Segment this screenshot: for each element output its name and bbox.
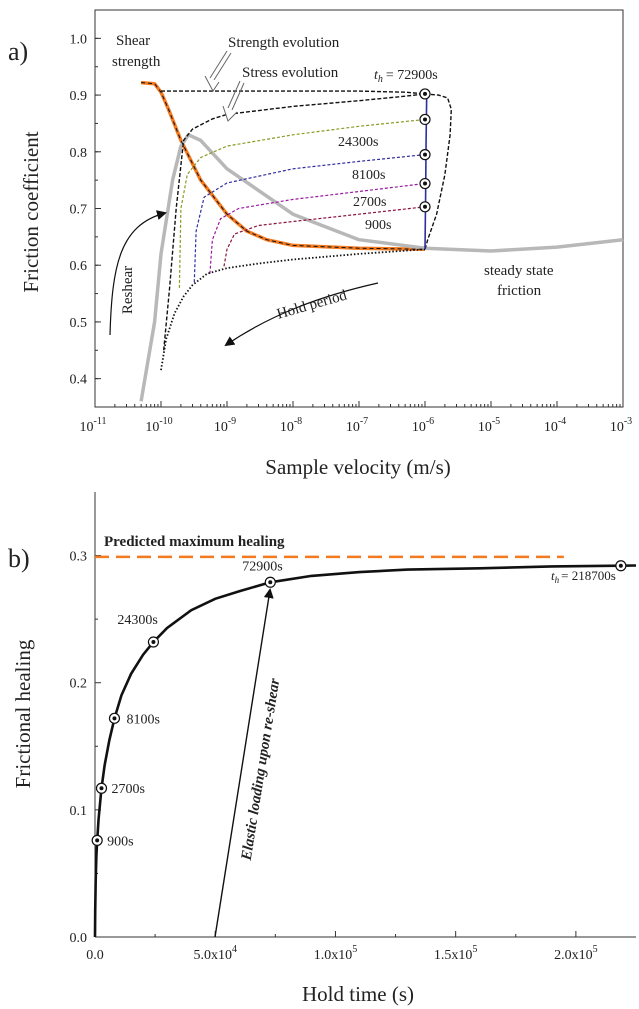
strength-evolution-arrow (204, 50, 232, 92)
panel-a-label: a) (8, 37, 28, 66)
panel-a-markers (419, 88, 431, 213)
a-marker-dot (423, 152, 427, 157)
a-x-tick-label: 10-5 (478, 416, 500, 435)
a-y-tick-label: 0.9 (70, 89, 88, 104)
series-stress-evolution-72900 (163, 93, 426, 351)
panel-b-y-ticks: 0.0 0.1 0.2 0.3 (70, 550, 101, 946)
a-x-tick-label: 10-8 (280, 416, 302, 435)
series-stress-evolution-2700 (209, 182, 426, 274)
elastic-loading-arrow (214, 588, 274, 938)
panel-a-y-axis-title: Friction coefficient (19, 131, 43, 292)
healing-curve (93, 564, 637, 938)
panel-b: b) 0.0 5.0x104 1.0x105 1.5x105 2.0x105 0.00.… (8, 492, 637, 1006)
panel-b-x-ticks: 0.0 5.0x104 1.0x105 1.5x105 2.0x105 (86, 931, 598, 963)
steady-state-label-2: friction (497, 283, 542, 299)
a-y-tick-label: 1.0 (70, 32, 88, 47)
a-x-tick-label: 10-7 (346, 416, 368, 435)
b-x-tick-label: 2.0x105 (554, 944, 598, 963)
panel-a-y-ticks: 0.4 0.5 0.6 0.7 0.8 0.9 1.0 (70, 32, 101, 408)
a-marker-dot (423, 91, 427, 96)
hold-period-arrow (224, 282, 379, 347)
healing-points: 900s 2700s 8100s 24300s 72900s (91, 559, 627, 849)
panel-b-y-axis-title: Frictional healing (11, 639, 35, 788)
b-point-dot (151, 640, 156, 645)
hold-label-900: 900s (365, 218, 391, 233)
b-point-label: 2700s (111, 782, 144, 797)
panel-b-label: b) (8, 544, 30, 573)
a-y-tick-label: 0.8 (70, 146, 88, 161)
a-x-tick-label: 10-9 (214, 416, 236, 435)
th-label-b: th = 218700s (551, 568, 616, 585)
shear-strength-label-1: Shear (116, 33, 150, 49)
a-y-tick-label: 0.5 (70, 316, 88, 331)
series-stress-evolution-24300 (178, 118, 426, 288)
series-stress-evolution-900 (223, 206, 426, 267)
b-y-tick-label: 0.0 (70, 931, 88, 946)
hold-label-8100: 8100s (352, 168, 385, 183)
b-point-label: 8100s (126, 712, 159, 727)
panel-b-x-axis-title: Hold time (s) (302, 982, 414, 1006)
b-point-label: 24300s (117, 613, 157, 628)
hold-label-2700: 2700s (353, 195, 386, 210)
b-point-dot (99, 786, 104, 791)
series-reload-envelope (160, 248, 426, 371)
b-y-tick-label: 0.2 (70, 677, 88, 692)
b-x-tick-label: 5.0x104 (193, 944, 237, 963)
reshear-label: Reshear (120, 266, 136, 314)
stress-evolution-arrow (222, 80, 245, 122)
b-point-dot (112, 716, 117, 721)
series-shear-strength-overlay (141, 82, 426, 250)
b-point-label: 900s (107, 834, 133, 849)
a-y-tick-label: 0.6 (70, 259, 88, 274)
series-steady-state-friction (139, 133, 624, 402)
hold-period-label: Hold period (275, 287, 349, 322)
strength-evolution-label: Strength evolution (228, 35, 340, 51)
panel-a: a) 10-11 10-10 10-9 10-8 10-7 10-6 10-5 10-4 10-… (8, 9, 632, 479)
b-y-tick-label: 0.3 (70, 550, 88, 565)
a-y-tick-label: 0.7 (70, 203, 88, 218)
b-y-tick-label: 0.1 (70, 804, 88, 819)
steady-state-label-1: steady state (484, 263, 554, 279)
b-point-label: 72900s (242, 559, 282, 574)
shear-strength-label-2: strength (112, 54, 161, 70)
a-marker-dot (423, 117, 427, 122)
a-marker-dot (423, 181, 427, 186)
predicted-max-healing-label: Predicted maximum healing (104, 534, 285, 550)
b-x-tick-label: 0.0 (86, 948, 104, 963)
hold-label-24300: 24300s (338, 135, 378, 150)
a-x-tick-label: 10-6 (412, 416, 434, 435)
a-y-tick-label: 0.4 (70, 373, 88, 388)
b-point-dot (618, 563, 623, 568)
panel-a-x-ticks: 10-11 10-10 10-9 10-8 10-7 10-6 10-5 10-4 10-3 (80, 401, 632, 435)
b-x-tick-label: 1.0x105 (314, 944, 358, 963)
panel-a-x-axis-title: Sample velocity (m/s) (265, 455, 450, 479)
a-x-tick-label: 10-4 (544, 416, 566, 435)
b-point-dot (268, 580, 273, 585)
a-x-tick-label: 10-11 (80, 416, 107, 435)
elastic-loading-label: Elastic loading upon re-shear (239, 677, 284, 862)
b-point-dot (95, 838, 100, 843)
th-label-a: th = 72900s (374, 68, 438, 85)
b-x-tick-label: 1.5x105 (434, 944, 478, 963)
a-marker-dot (423, 204, 427, 209)
reshear-arrow (109, 210, 167, 336)
a-x-tick-label: 10-10 (145, 416, 172, 435)
series-stress-evolution-8100 (193, 154, 426, 283)
series-strength-evolution (161, 90, 452, 250)
a-x-tick-label: 10-3 (610, 416, 632, 435)
stress-evolution-label: Stress evolution (242, 65, 339, 81)
panel-a-series (139, 80, 624, 402)
